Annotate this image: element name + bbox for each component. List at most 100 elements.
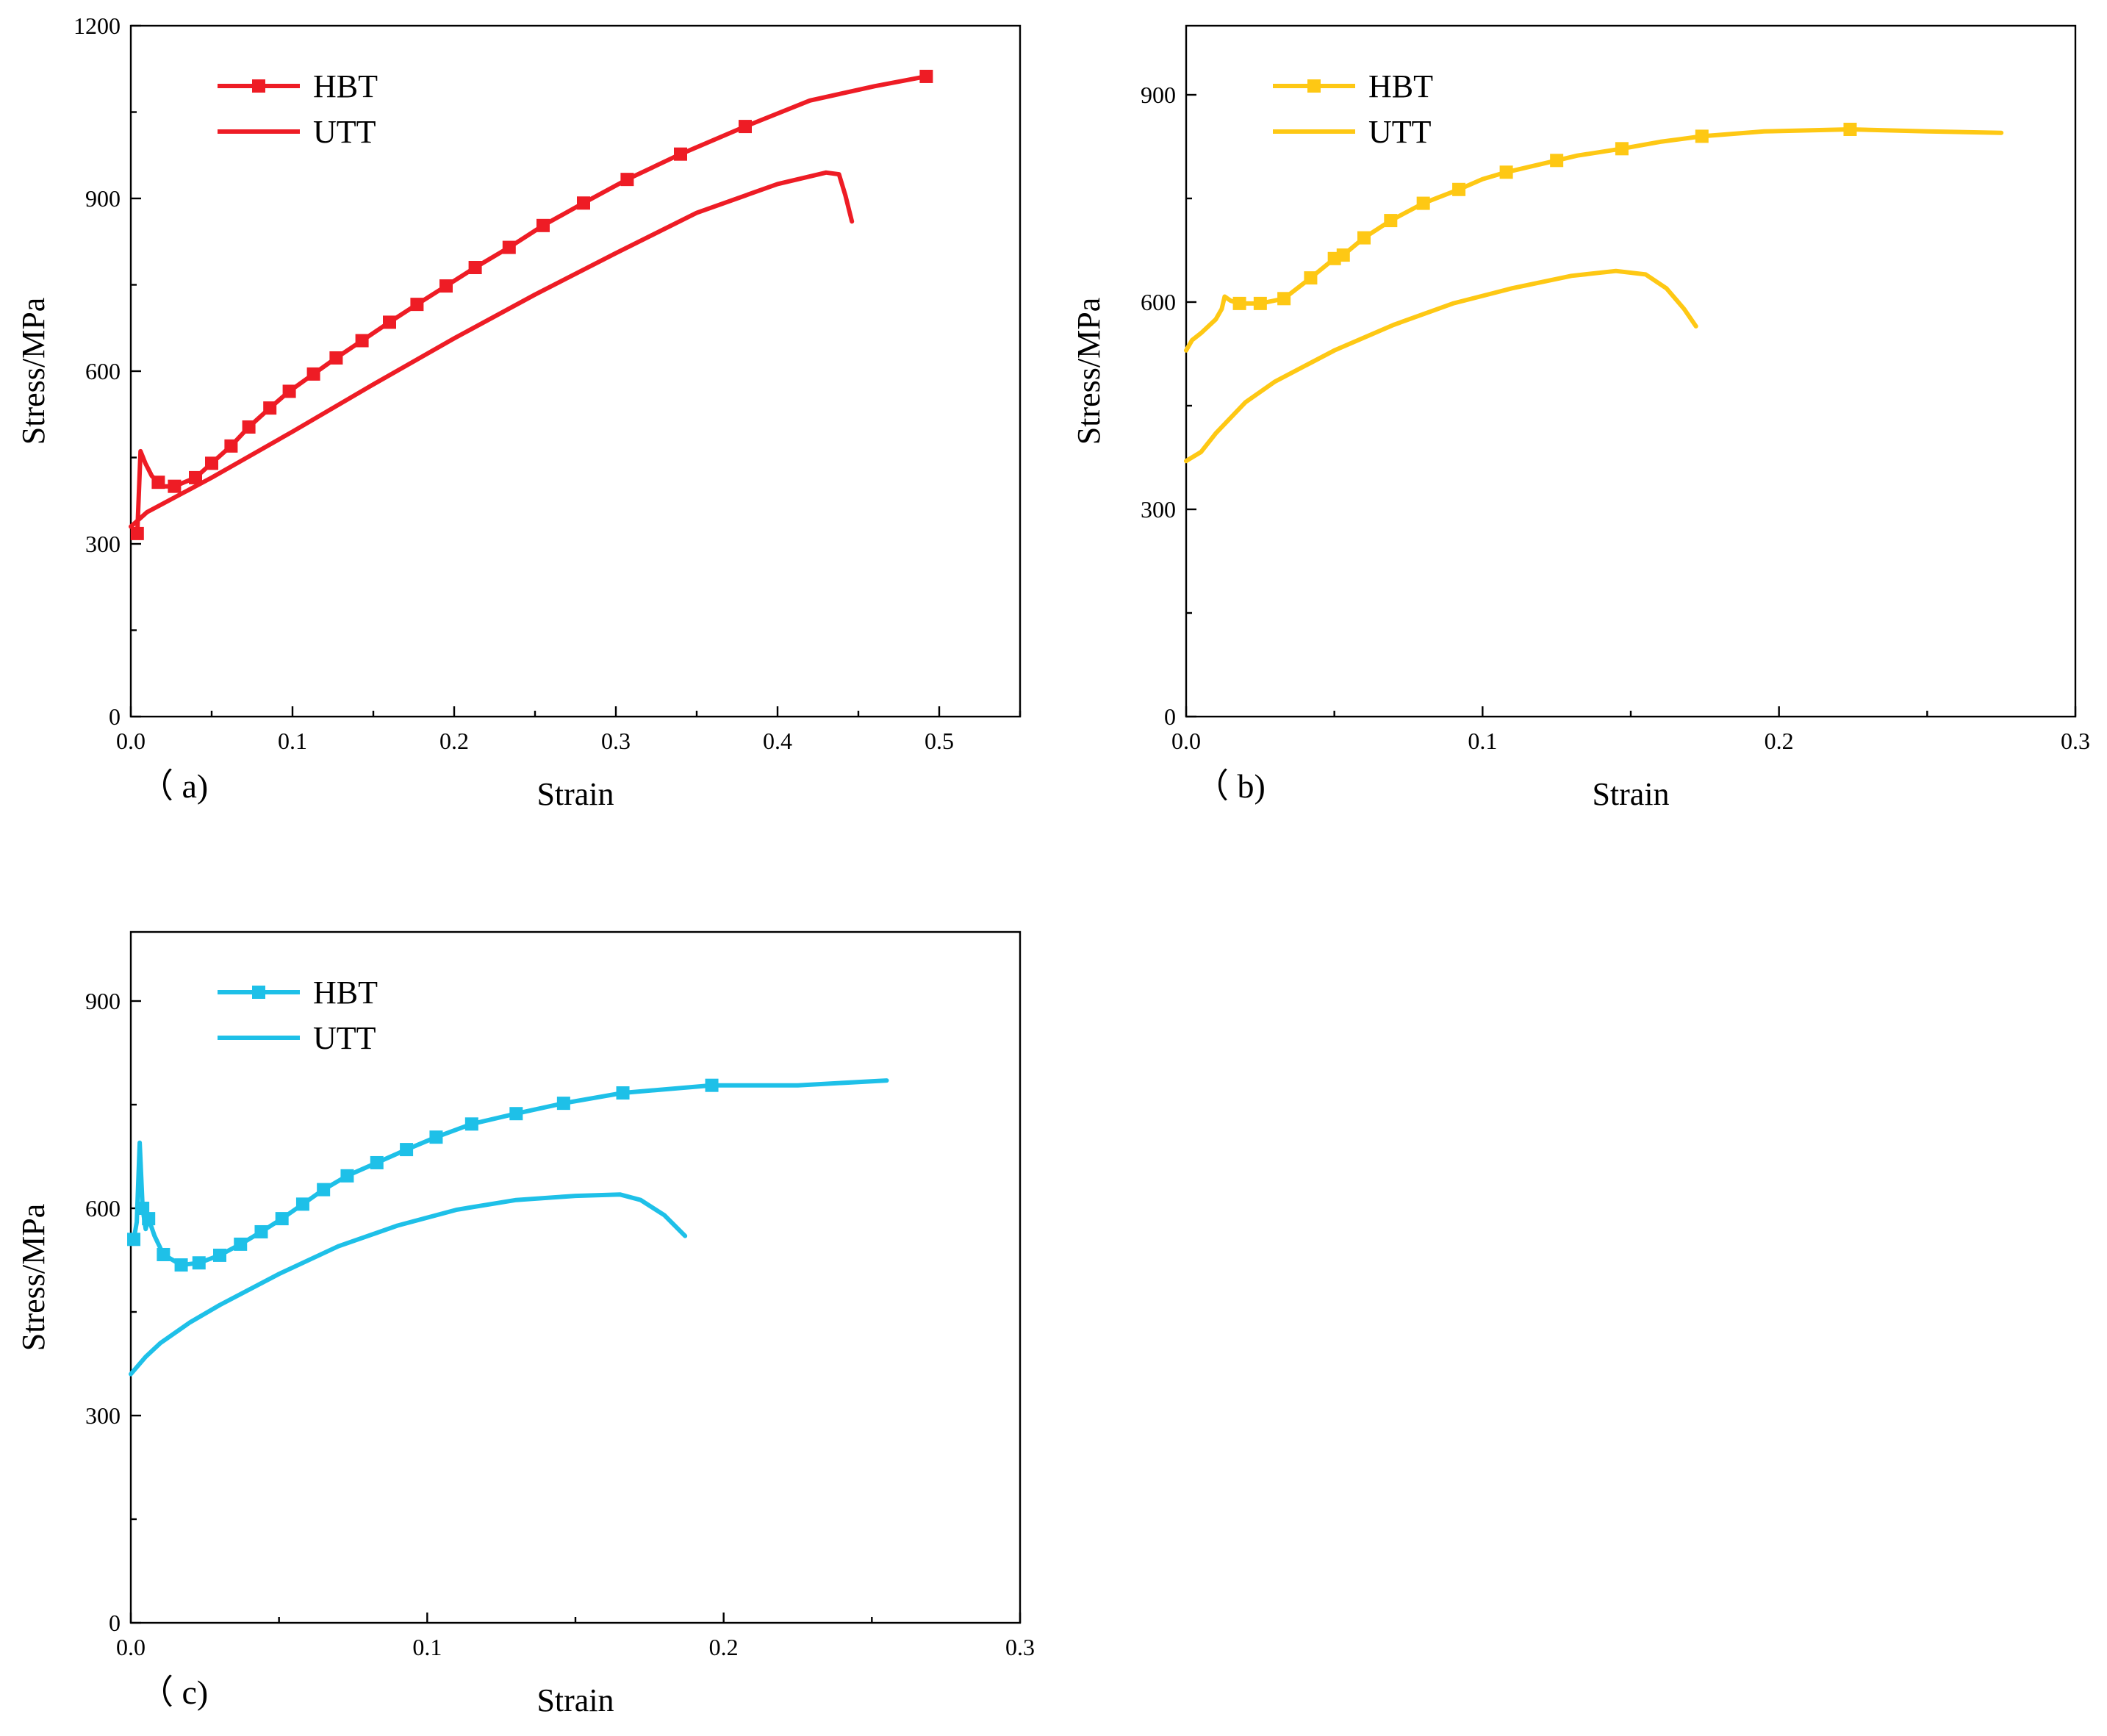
- chart-1-series-hbt-marker: [242, 420, 256, 434]
- chart-1-series-hbt-marker: [410, 298, 424, 312]
- chart-3-series-hbt-marker: [213, 1248, 226, 1262]
- chart-1-x-tick-label: 0.4: [763, 728, 792, 754]
- chart-1-x-axis-title: Strain: [536, 776, 614, 812]
- chart-3-x-axis-title: Strain: [536, 1682, 614, 1718]
- chart-3-series-hbt-marker: [429, 1130, 443, 1144]
- chart-1-series-hbt-marker: [620, 173, 634, 187]
- chart-2-series-hbt-marker: [1452, 182, 1466, 196]
- chart-3-series-hbt-marker: [340, 1169, 354, 1183]
- chart-3-panel-label: （ c): [140, 1674, 208, 1711]
- chart-2-x-tick-label: 0.0: [1171, 728, 1201, 754]
- chart-3-y-tick-label: 600: [85, 1195, 121, 1222]
- chart-1-series-hbt-marker: [130, 526, 144, 540]
- chart-1-series-hbt-marker: [355, 334, 369, 348]
- chart-1-series-hbt-marker: [263, 401, 277, 415]
- chart-1-series-hbt-marker: [306, 367, 320, 381]
- chart-3-y-tick-label: 300: [85, 1402, 121, 1429]
- chart-1-y-tick-label: 300: [85, 531, 121, 557]
- chart-1-series-utt-line: [129, 170, 855, 529]
- chart-2-y-tick-label: 900: [1141, 82, 1176, 108]
- chart-2-series-hbt-line: [1184, 127, 2004, 353]
- chart-3-series-hbt-marker: [275, 1212, 289, 1226]
- chart-2-series-utt-line: [1184, 268, 1698, 464]
- chart-1: 0.0 0.1 0.2 0.3 0.4 0.5 0 300 600 900 1200 Strain St…: [15, 12, 1022, 812]
- chart-1-series-hbt-marker: [282, 384, 296, 398]
- chart-2: 0.0 0.1 0.2 0.3 0 300 600 900 Strain Stress/MPa （ …: [1071, 24, 2090, 812]
- chart-2-series-hbt-marker: [1615, 142, 1629, 156]
- chart-3-series-hbt-marker: [174, 1258, 188, 1272]
- chart-2-legend-hbt-label: HBT: [1368, 68, 1433, 104]
- chart-2-y-axis-title: Stress/MPa: [1071, 298, 1107, 445]
- chart-3-series-utt-line: [129, 1192, 688, 1377]
- chart-3-legend-utt-label: UTT: [313, 1020, 376, 1056]
- chart-1-x-tick-label: 0.3: [601, 728, 631, 754]
- chart-2-series-hbt-marker: [1277, 292, 1291, 306]
- chart-1-series-hbt-marker: [439, 279, 453, 293]
- chart-1-y-tick-label: 1200: [73, 12, 121, 39]
- chart-2-series-hbt-marker: [1550, 154, 1564, 168]
- chart-2-series-hbt-marker: [1416, 196, 1430, 210]
- chart-3-x-tick-label: 0.2: [709, 1634, 739, 1660]
- chart-2-y-tick-label: 0: [1164, 703, 1176, 730]
- chart-2-x-axis-title: Strain: [1592, 776, 1669, 812]
- chart-3-legend-hbt-marker: [252, 986, 265, 999]
- chart-1-series-hbt-marker: [329, 351, 343, 365]
- chart-2-legend-utt-label: UTT: [1368, 114, 1432, 150]
- chart-3-y-tick-label: 0: [109, 1610, 121, 1636]
- chart-2-y-tick-label: 600: [1141, 289, 1176, 315]
- chart-2-x-tick-label: 0.1: [1468, 728, 1497, 754]
- chart-2-legend-hbt-marker: [1307, 79, 1321, 93]
- chart-3-series-hbt-marker: [556, 1097, 570, 1111]
- chart-1-series-hbt-marker: [189, 470, 202, 484]
- chart-3-series-hbt-marker: [509, 1107, 523, 1121]
- chart-1-series-hbt-marker: [168, 479, 182, 493]
- chart-3-series-hbt-marker: [142, 1212, 156, 1226]
- chart-1-series-hbt-marker: [151, 476, 165, 489]
- chart-1-series-hbt-marker: [919, 69, 933, 83]
- chart-1-series-hbt-marker: [468, 261, 482, 274]
- chart-1-x-tick-label: 0.0: [116, 728, 146, 754]
- chart-3: 0.0 0.1 0.2 0.3 0 300 600 900 Strain Stress/MPa （ …: [15, 930, 1035, 1718]
- chart-2-series-hbt-marker: [1843, 123, 1857, 136]
- chart-3-series-hbt-marker: [295, 1197, 309, 1211]
- chart-2-series-hbt-marker: [1232, 296, 1246, 310]
- chart-2-x-tick-label: 0.3: [2061, 728, 2090, 754]
- chart-3-series-hbt-marker: [234, 1237, 248, 1251]
- chart-3-y-axis-title: Stress/MPa: [15, 1204, 51, 1351]
- chart-3-series-hbt-marker: [705, 1078, 719, 1092]
- chart-3-series-hbt-marker: [254, 1224, 268, 1238]
- chart-1-legend-hbt-marker: [252, 79, 265, 93]
- chart-1-series-hbt-marker: [502, 240, 516, 254]
- chart-1-panel-label: （ a): [140, 767, 208, 805]
- chart-3-x-tick-label: 0.1: [412, 1634, 442, 1660]
- chart-2-series-hbt-marker: [1499, 165, 1513, 179]
- chart-1-y-axis-title: Stress/MPa: [15, 298, 51, 445]
- chart-1-y-tick-label: 900: [85, 185, 121, 212]
- chart-1-series-hbt-marker: [383, 315, 396, 329]
- chart-2-series-hbt-marker: [1695, 129, 1709, 143]
- chart-2-panel-label: （ b): [1195, 767, 1266, 805]
- chart-3-series-hbt-marker: [616, 1086, 630, 1100]
- chart-1-series-hbt-marker: [739, 120, 752, 134]
- chart-3-series-hbt-marker: [157, 1247, 171, 1261]
- chart-3-legend-hbt-label: HBT: [313, 975, 378, 1011]
- chart-2-series-hbt-marker: [1304, 271, 1318, 285]
- chart-3-y-tick-label: 900: [85, 988, 121, 1014]
- chart-3-series-hbt-marker: [192, 1256, 206, 1270]
- chart-3-x-tick-label: 0.0: [116, 1634, 146, 1660]
- chart-2-series-hbt-marker: [1253, 296, 1267, 310]
- chart-1-y-tick-label: 0: [109, 703, 121, 730]
- chart-1-legend-utt-label: UTT: [313, 114, 376, 150]
- chart-3-series-hbt-marker: [464, 1117, 478, 1131]
- chart-2-x-tick-label: 0.2: [1765, 728, 1794, 754]
- chart-3-series-hbt-marker: [127, 1233, 141, 1247]
- chart-3-series-hbt-marker: [317, 1183, 331, 1197]
- chart-1-x-tick-label: 0.2: [439, 728, 469, 754]
- chart-1-x-tick-label: 0.5: [925, 728, 954, 754]
- chart-2-series-hbt-marker: [1357, 231, 1371, 245]
- chart-1-series-hbt-marker: [205, 456, 218, 470]
- chart-2-y-tick-label: 300: [1141, 496, 1176, 523]
- chart-1-series-hbt-marker: [577, 196, 590, 210]
- chart-1-series-hbt-marker: [536, 218, 550, 232]
